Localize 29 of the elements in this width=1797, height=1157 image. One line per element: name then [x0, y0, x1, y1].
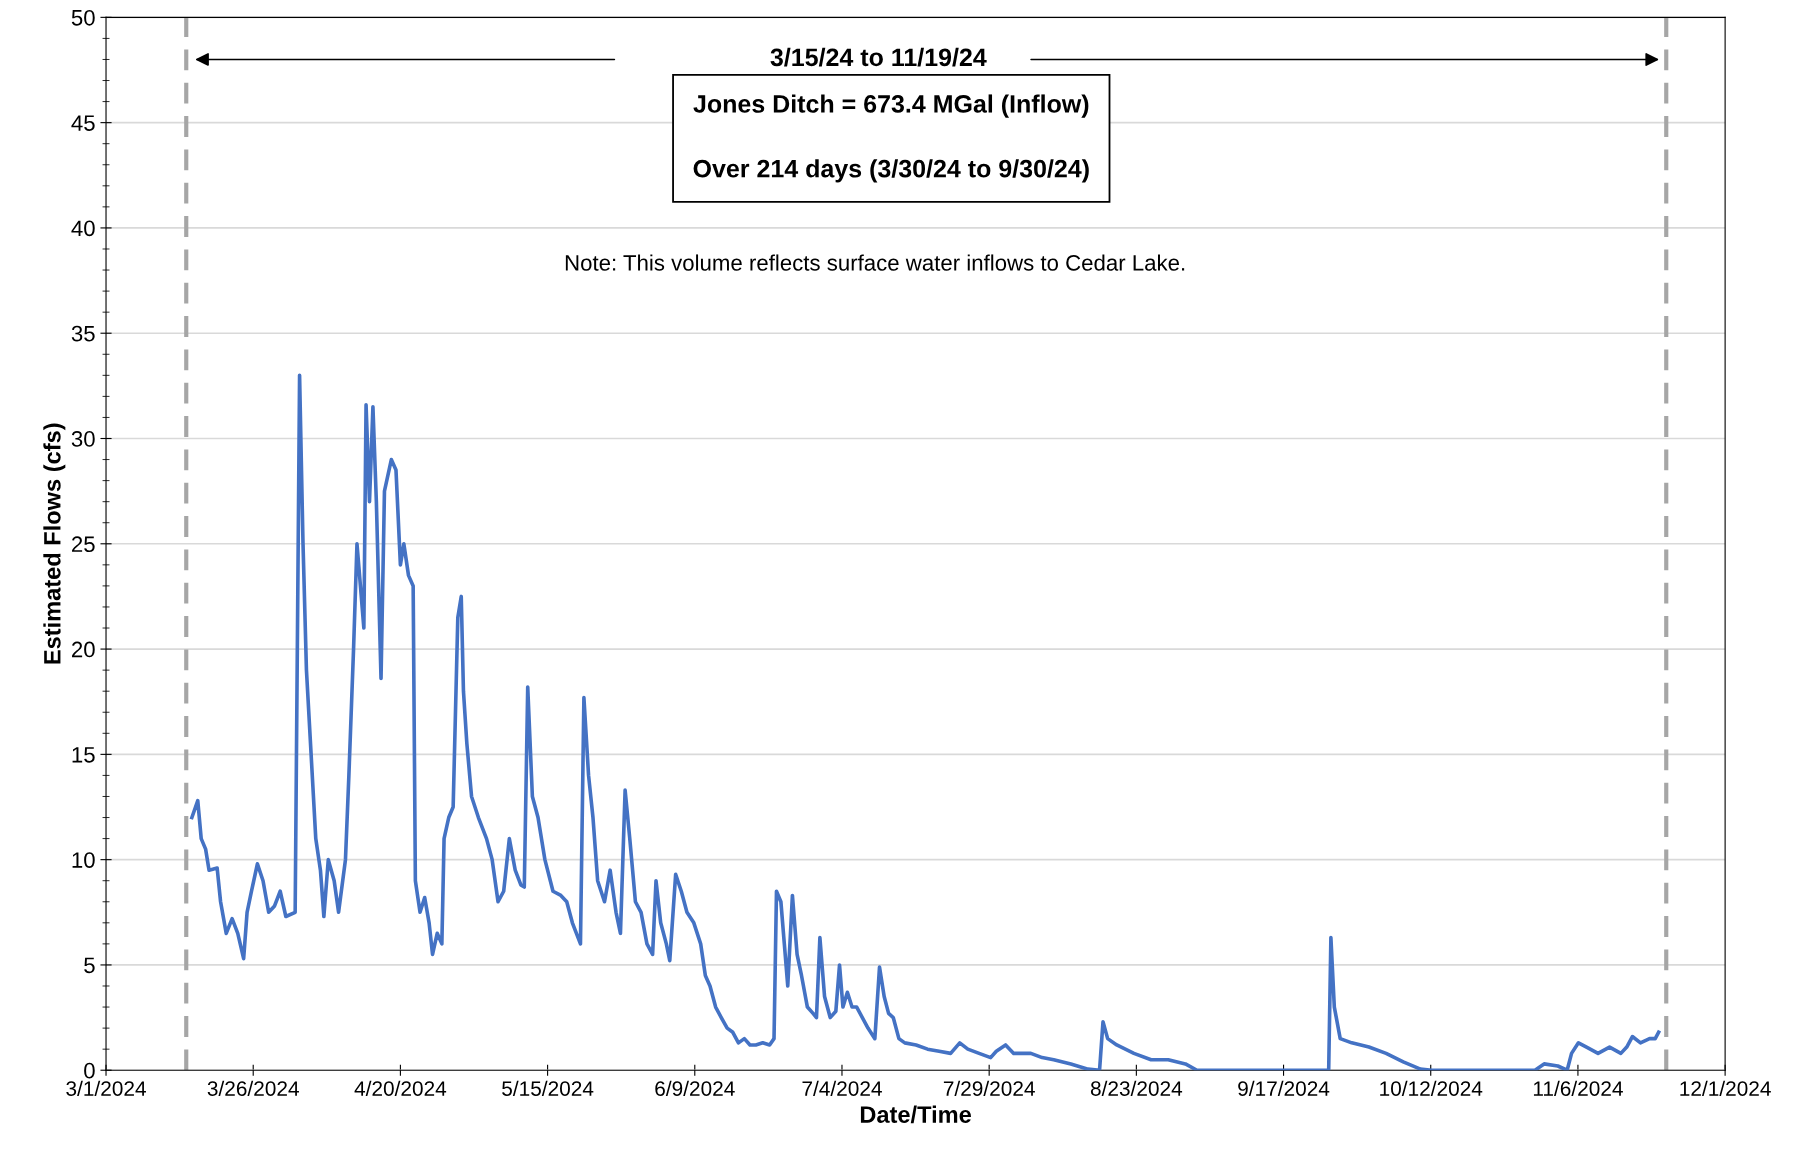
y-tick-label: 45 [71, 115, 95, 131]
y-tick-label: 15 [72, 747, 95, 763]
x-tick-label: 12/1/2024 [1680, 1080, 1771, 1096]
x-tick-label: 3/26/2024 [207, 1080, 299, 1096]
y-tick-label: 20 [72, 641, 95, 658]
y-tick-label: 35 [71, 325, 95, 342]
x-tick-label: 11/6/2024 [1533, 1080, 1623, 1096]
y-tick-label: 40 [71, 220, 95, 237]
x-axis-title: Date/Time [860, 1105, 971, 1124]
y-tick-label: 0 [84, 1062, 95, 1079]
annotation: 3/15/24 to 11/19/24 [770, 47, 987, 67]
x-tick-label: 8/23/2024 [1090, 1080, 1183, 1096]
x-tick-label: 4/20/2024 [354, 1080, 447, 1096]
x-tick-label: 7/29/2024 [943, 1080, 1035, 1096]
y-tick-label: 30 [71, 431, 95, 447]
y-tick-label: 50 [71, 9, 95, 26]
x-tick-label: 10/12/2024 [1380, 1080, 1483, 1096]
x-tick-label: 6/9/2024 [655, 1080, 735, 1096]
y-axis-title: Estimated Flows (cfs) [43, 423, 66, 664]
y-tick-label: 5 [84, 957, 95, 974]
annotation: Note: This volume reflects surface water inflows to Cedar Lake. [565, 254, 1185, 271]
x-tick-label: 9/17/2024 [1238, 1080, 1330, 1096]
line-series [190, 373, 1661, 1071]
y-tick-label: 10 [72, 852, 95, 868]
text: Jones Ditch = 673.4 MGal (Inflow) Over 214 days (3/30/24 to 9/30/24) [693, 94, 1089, 183]
y-tick-label: 25 [72, 536, 95, 553]
x-tick-label: 7/4/2024 [802, 1080, 882, 1096]
x-tick-label: 5/15/2024 [502, 1080, 594, 1096]
x-tick-label: 3/1/2024 [66, 1080, 146, 1096]
